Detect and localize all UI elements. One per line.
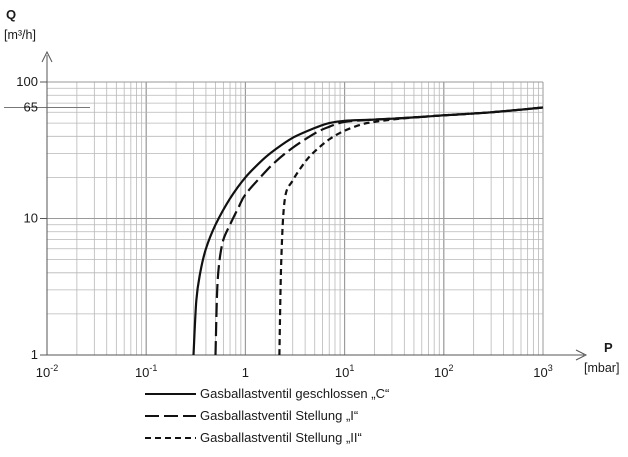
x-tick-label: 102	[434, 363, 453, 380]
legend-label: Gasballastventil Stellung „I“	[200, 408, 358, 423]
x-tick-label: 1	[242, 365, 249, 380]
y-tick-label: 65	[24, 100, 38, 115]
legend-label: Gasballastventil geschlossen „C“	[200, 386, 389, 401]
legend: Gasballastventil geschlossen „C“ Gasballa…	[145, 386, 389, 445]
y-axis-arrow-icon	[41, 50, 53, 63]
y-tick-label: 1	[31, 347, 38, 362]
series-line-1	[192, 106, 544, 356]
series-line-2	[214, 106, 544, 356]
y-tick-label: 100	[16, 74, 38, 89]
y-axis-name: Q	[6, 7, 16, 22]
y-tick-label: 10	[24, 211, 38, 226]
y-axis-unit: [m³/h]	[4, 28, 36, 42]
legend-label: Gasballastventil Stellung „II“	[200, 430, 362, 445]
x-axis-unit: [mbar]	[584, 361, 619, 375]
x-axis-name: P	[604, 340, 613, 355]
axes	[41, 50, 588, 361]
x-tick-label: 101	[335, 363, 354, 380]
x-axis-arrow-icon	[575, 349, 588, 361]
series	[192, 106, 544, 356]
x-tick-label: 103	[533, 363, 552, 380]
x-tick-label: 10-2	[36, 363, 58, 380]
y-tick-labels: 1 10 65 100	[16, 74, 38, 362]
x-tick-label: 10-1	[135, 363, 157, 380]
x-tick-labels: 10-2 10-1 1 101 102 103	[36, 363, 553, 380]
grid	[4, 81, 544, 356]
